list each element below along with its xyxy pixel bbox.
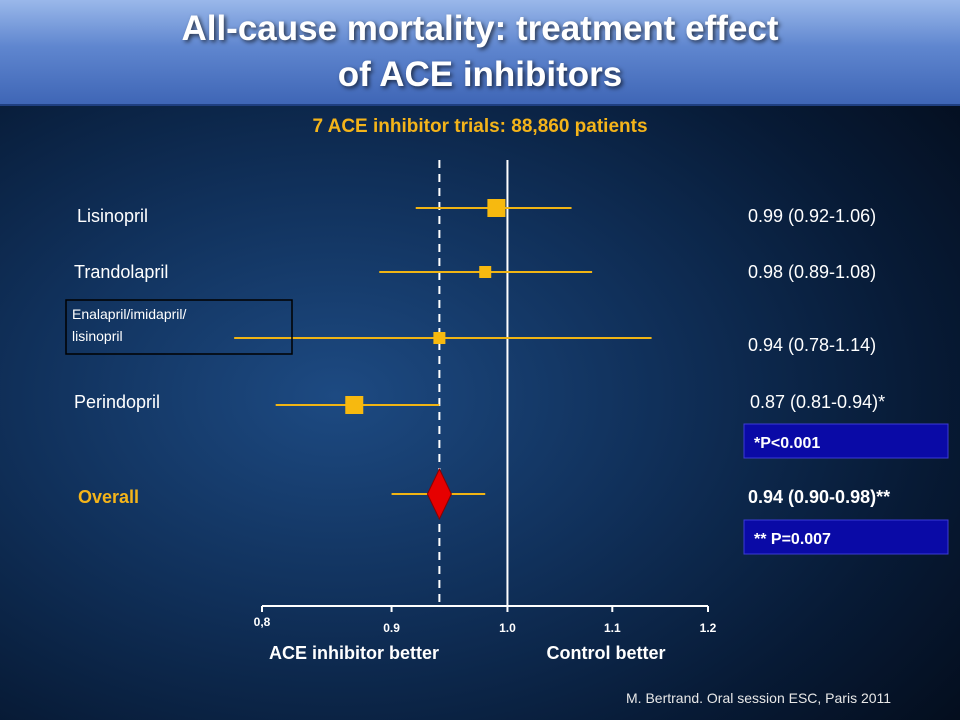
forest-rows: Lisinopril 0.99 (0.92-1.06) Trandolapril 0.…	[65, 199, 949, 555]
row-value: 0.98 (0.89-1.08)	[748, 262, 876, 282]
effect-square-marker	[479, 266, 492, 278]
x-tick-label: 1.2	[700, 621, 717, 635]
x-ticks: 0,8 0.9 1.0 1.1 1.2	[254, 606, 717, 635]
row-label: Lisinopril	[77, 206, 148, 226]
title-bar	[0, 0, 960, 106]
source-citation: M. Bertrand. Oral session ESC, Paris 201…	[626, 690, 892, 706]
x-tick-label: 0,8	[254, 615, 271, 629]
row-label-box	[65, 299, 293, 355]
effect-square-marker	[345, 396, 364, 414]
x-tick-label: 0.9	[383, 621, 400, 635]
p-value-box	[743, 423, 949, 459]
effect-square-marker	[487, 199, 506, 217]
left-axis-label: ACE inhibitor better	[269, 643, 439, 663]
row-label-line: Enalapril/imidapril/	[72, 306, 186, 322]
slide-title: All-cause mortality: treatment effect of…	[181, 9, 779, 94]
row-value: 0.94 (0.90-0.98)**	[748, 487, 890, 507]
row-value: 0.99 (0.92-1.06)	[748, 206, 876, 226]
forest-row: Perindopril 0.87 (0.81-0.94)* *P<0.001	[74, 392, 949, 459]
row-value: 0.94 (0.78-1.14)	[748, 335, 876, 355]
overall-diamond-marker	[426, 467, 452, 521]
right-axis-label: Control better	[547, 643, 666, 663]
row-value: 0.87 (0.81-0.94)*	[750, 392, 885, 412]
forest-row: Overall 0.94 (0.90-0.98)** ** P=0.007	[78, 467, 949, 555]
row-label: Enalapril/imidapril/lisinopril	[72, 306, 186, 344]
x-tick-label: 1.1	[604, 621, 621, 635]
p-value-text: ** P=0.007	[754, 531, 831, 548]
effect-square-marker	[433, 332, 446, 344]
forest-row: Enalapril/imidapril/lisinopril 0.94 (0.78…	[65, 299, 876, 355]
row-label: Perindopril	[74, 392, 160, 412]
forest-row: Trandolapril 0.98 (0.89-1.08)	[74, 262, 876, 282]
row-label: Overall	[78, 487, 139, 507]
row-label-line: lisinopril	[72, 328, 123, 344]
p-value-text: *P<0.001	[754, 435, 820, 452]
slide-subtitle: 7 ACE inhibitor trials: 88,860 patients	[312, 116, 648, 137]
forest-row: Lisinopril 0.99 (0.92-1.06)	[77, 199, 876, 226]
row-label: Trandolapril	[74, 262, 168, 282]
p-value-box	[743, 519, 949, 555]
x-tick-label: 1.0	[499, 621, 516, 635]
